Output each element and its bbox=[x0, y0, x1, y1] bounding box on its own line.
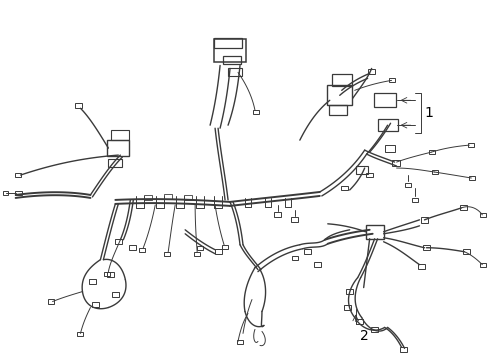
Bar bbox=[129, 245, 136, 250]
Bar bbox=[223, 57, 241, 64]
Bar bbox=[228, 68, 242, 76]
Bar bbox=[344, 305, 351, 310]
Bar bbox=[48, 300, 53, 303]
Bar bbox=[392, 160, 399, 166]
Bar bbox=[215, 249, 221, 254]
Bar bbox=[329, 105, 347, 115]
Bar bbox=[400, 347, 407, 352]
Bar bbox=[341, 185, 348, 190]
Bar bbox=[89, 279, 96, 284]
Bar bbox=[366, 172, 373, 177]
Bar bbox=[75, 103, 82, 108]
Bar bbox=[366, 225, 384, 239]
Bar bbox=[314, 262, 321, 267]
Bar bbox=[115, 239, 122, 244]
Bar bbox=[77, 332, 83, 337]
Bar bbox=[112, 292, 119, 297]
Bar bbox=[304, 249, 311, 254]
Bar bbox=[164, 194, 172, 199]
Bar bbox=[412, 198, 417, 202]
Bar bbox=[237, 340, 243, 345]
Bar bbox=[144, 195, 152, 201]
Bar bbox=[368, 69, 375, 74]
Bar bbox=[356, 166, 368, 174]
Bar bbox=[274, 212, 281, 217]
Bar bbox=[107, 272, 114, 277]
Bar bbox=[405, 183, 411, 187]
Bar bbox=[480, 262, 486, 267]
Bar bbox=[385, 145, 394, 152]
Bar bbox=[292, 256, 298, 260]
Bar bbox=[433, 170, 439, 174]
Bar bbox=[214, 39, 246, 62]
Bar bbox=[356, 319, 363, 324]
Bar bbox=[460, 206, 467, 210]
Bar bbox=[253, 110, 259, 114]
Bar bbox=[346, 289, 353, 294]
Text: 1: 1 bbox=[424, 106, 433, 120]
Bar bbox=[184, 195, 192, 201]
Bar bbox=[92, 302, 99, 307]
Bar bbox=[139, 248, 145, 252]
Text: 2: 2 bbox=[360, 329, 368, 343]
Bar bbox=[107, 140, 129, 156]
Bar bbox=[164, 252, 170, 256]
Bar bbox=[15, 190, 22, 195]
Bar bbox=[423, 245, 430, 250]
Bar bbox=[3, 191, 8, 195]
Bar bbox=[374, 93, 395, 107]
Bar bbox=[292, 217, 298, 222]
Bar bbox=[389, 78, 394, 82]
Bar bbox=[15, 173, 21, 177]
Bar bbox=[429, 150, 436, 154]
Bar bbox=[104, 271, 110, 276]
Bar bbox=[197, 246, 203, 250]
Bar bbox=[108, 159, 122, 167]
Bar bbox=[378, 119, 397, 131]
Bar bbox=[222, 245, 228, 249]
Bar bbox=[332, 75, 352, 86]
Bar bbox=[111, 130, 129, 140]
Bar bbox=[463, 249, 470, 254]
Bar bbox=[194, 252, 200, 256]
Bar bbox=[371, 327, 378, 332]
Bar bbox=[327, 85, 352, 105]
Bar bbox=[420, 217, 428, 222]
Bar bbox=[468, 143, 474, 147]
Bar bbox=[480, 213, 486, 217]
Bar bbox=[214, 37, 242, 48]
Bar bbox=[418, 264, 425, 269]
Bar bbox=[469, 176, 475, 180]
